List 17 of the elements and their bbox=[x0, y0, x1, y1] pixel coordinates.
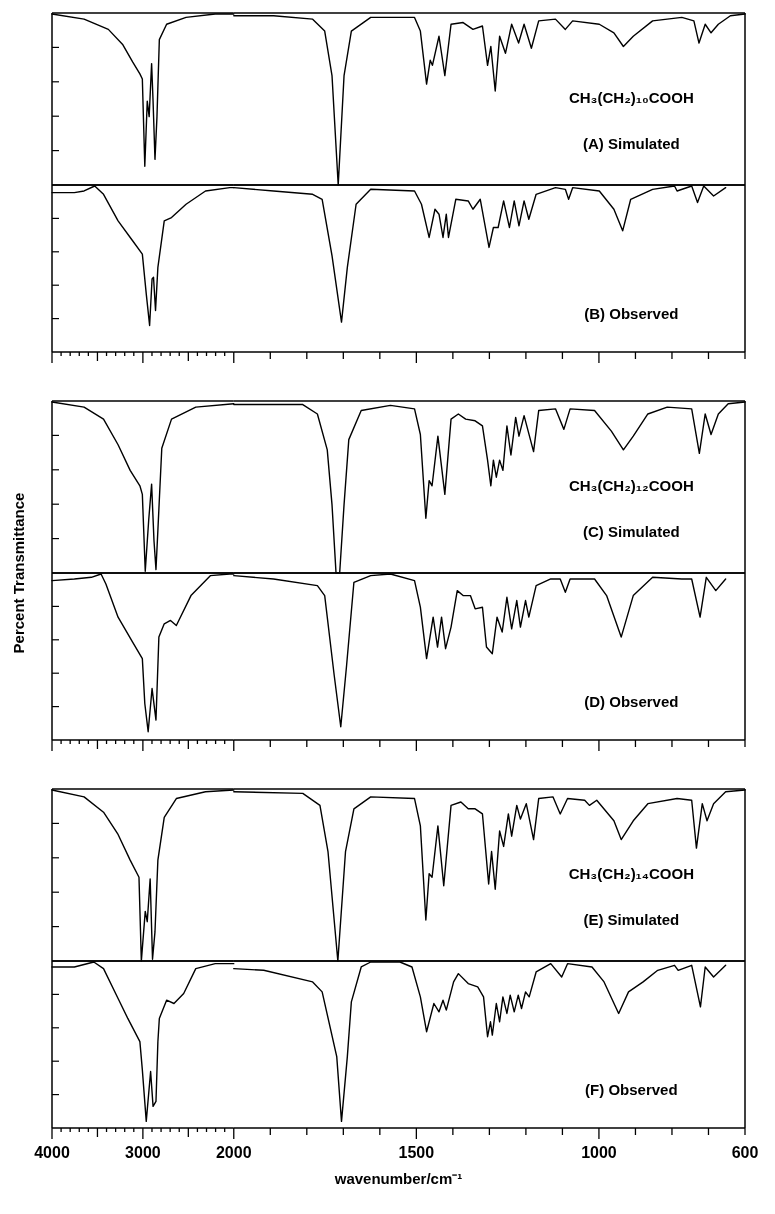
x-tick-label: 600 bbox=[731, 1144, 759, 1161]
annotation: (C) Simulated bbox=[583, 523, 680, 541]
annotation: CH₃(CH₂)₁₂COOH bbox=[568, 476, 694, 494]
y-axis-title: Percent Transmittance bbox=[9, 492, 27, 654]
annotation: (D) Observed bbox=[584, 693, 679, 711]
x-axis-title: wavenumber/cm⁻¹ bbox=[333, 1170, 463, 1187]
annotation: (E) Simulated bbox=[583, 911, 680, 929]
x-tick-label: 1000 bbox=[581, 1144, 617, 1161]
x-tick-label: 3000 bbox=[125, 1144, 161, 1161]
x-tick-label: 4000 bbox=[34, 1144, 70, 1161]
annotation: (B) Observed bbox=[584, 305, 679, 323]
annotation: CH₃(CH₂)₁₄COOH bbox=[568, 864, 694, 882]
annotation: (A) Simulated bbox=[583, 135, 680, 153]
x-tick-label: 1500 bbox=[398, 1144, 435, 1161]
annotation: CH₃(CH₂)₁₀COOH bbox=[568, 88, 694, 106]
annotation: (F) Observed bbox=[585, 1081, 678, 1099]
x-tick-label: 2000 bbox=[215, 1144, 252, 1161]
